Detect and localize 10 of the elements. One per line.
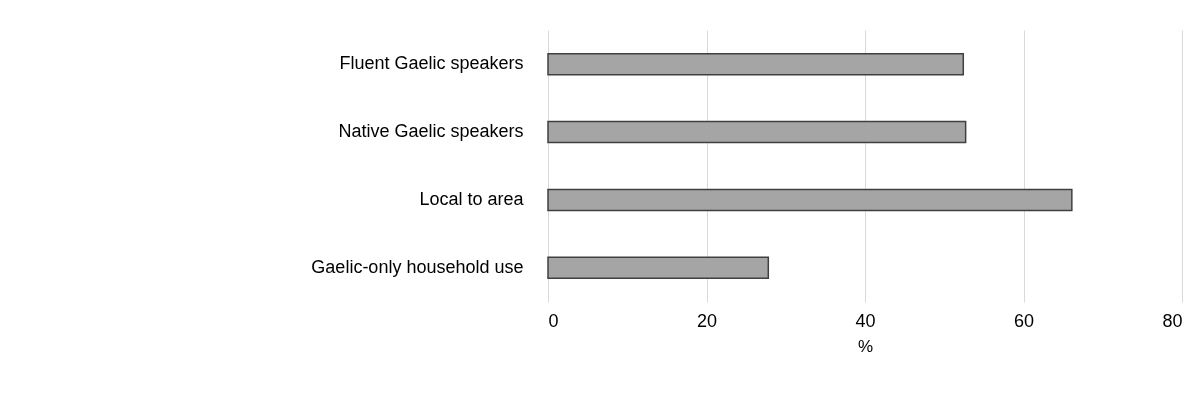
y-tick-label: Gaelic-only household use [311,256,524,277]
x-tick-label: 20 [696,310,718,331]
x-tick-label: 80 [1162,310,1183,331]
x-axis-title: % [857,336,874,356]
y-tick-label: Local to area [419,188,525,209]
x-tick-label: 60 [1013,310,1035,331]
y-tick-label: Native Gaelic speakers [338,121,524,142]
x-tick-label: 0 [548,310,559,331]
x-tick-label: 40 [855,310,876,331]
y-tick-label: Fluent Gaelic speakers [339,53,524,74]
